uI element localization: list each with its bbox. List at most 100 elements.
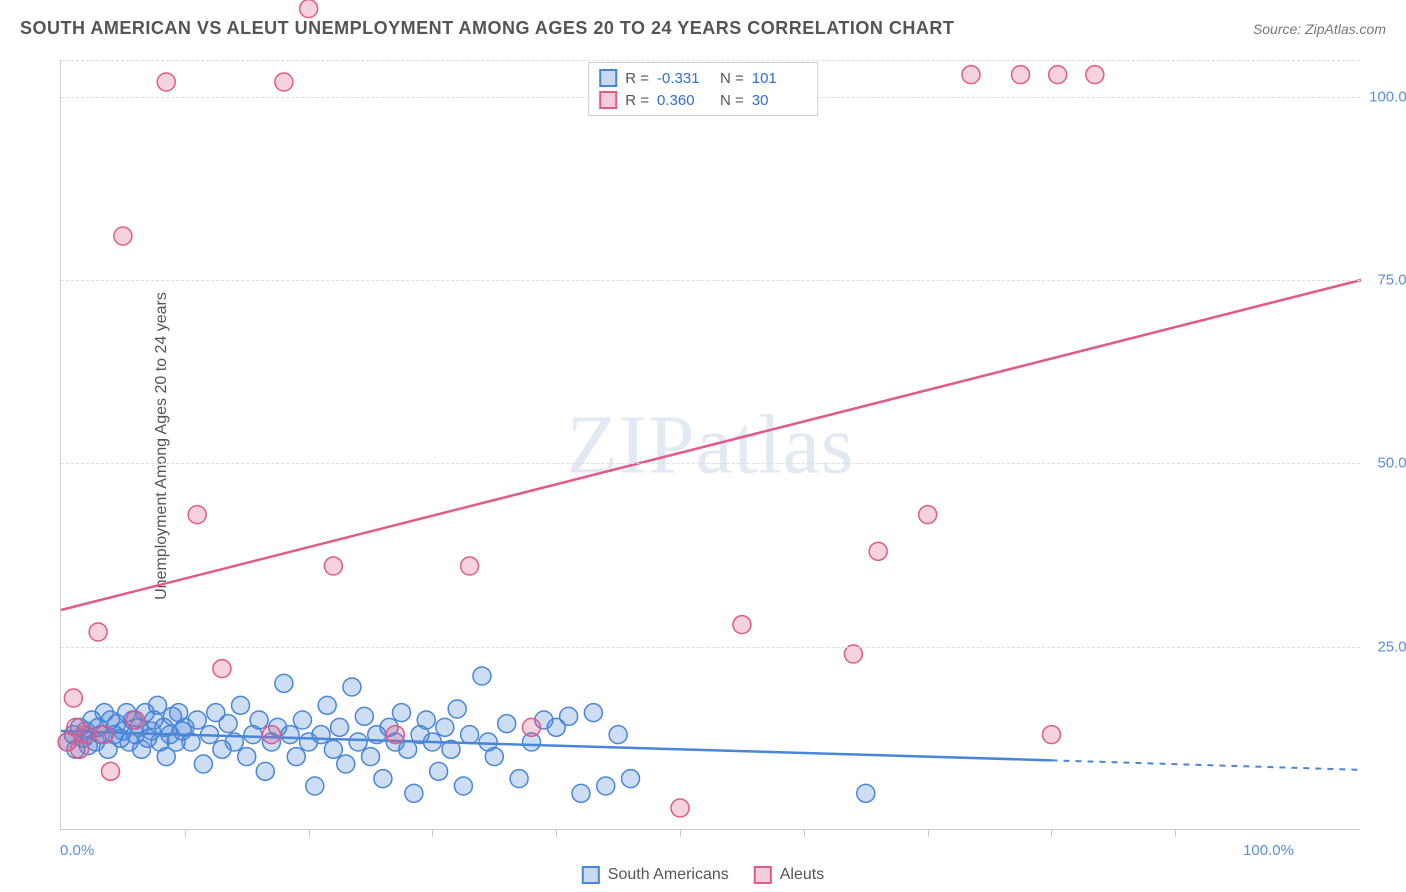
legend-label: South Americans (608, 866, 729, 884)
swatch-icon (599, 69, 617, 87)
data-point (572, 784, 590, 802)
data-point (510, 770, 528, 788)
data-point (498, 715, 516, 733)
data-point (485, 748, 503, 766)
gridline (61, 463, 1360, 464)
data-point (671, 799, 689, 817)
data-point (149, 696, 167, 714)
legend-correlation: R = -0.331 N = 101 R = 0.360 N = 30 (588, 62, 818, 116)
data-point (349, 733, 367, 751)
r-label: R = (625, 92, 649, 109)
data-point (436, 718, 454, 736)
data-point (194, 755, 212, 773)
swatch-icon (754, 866, 772, 884)
data-point (1049, 66, 1067, 84)
data-point (77, 726, 95, 744)
title-bar: SOUTH AMERICAN VS ALEUT UNEMPLOYMENT AMO… (20, 18, 1386, 39)
data-point (461, 557, 479, 575)
data-point (324, 557, 342, 575)
n-label: N = (720, 92, 744, 109)
data-point (306, 777, 324, 795)
n-value: 30 (752, 92, 807, 109)
gridline (61, 280, 1360, 281)
data-point (1042, 726, 1060, 744)
data-point (417, 711, 435, 729)
data-point (362, 748, 380, 766)
data-point (399, 740, 417, 758)
r-value: -0.331 (657, 70, 712, 87)
chart-title: SOUTH AMERICAN VS ALEUT UNEMPLOYMENT AMO… (20, 18, 954, 39)
data-point (331, 718, 349, 736)
data-point (337, 755, 355, 773)
data-point (392, 704, 410, 722)
data-point (560, 707, 578, 725)
data-point (343, 678, 361, 696)
r-label: R = (625, 70, 649, 87)
data-point (157, 73, 175, 91)
legend-row: R =-0.331N =101 (599, 67, 807, 89)
data-point (238, 748, 256, 766)
n-value: 101 (752, 70, 807, 87)
gridline (61, 647, 1360, 648)
data-point (64, 689, 82, 707)
data-point (102, 762, 120, 780)
data-point (919, 506, 937, 524)
data-point (597, 777, 615, 795)
data-point (281, 726, 299, 744)
legend-item: South Americans (582, 866, 729, 884)
x-tick (432, 829, 433, 837)
swatch-icon (599, 91, 617, 109)
data-point (95, 726, 113, 744)
data-point (89, 623, 107, 641)
data-point (250, 711, 268, 729)
data-point (405, 784, 423, 802)
data-point (386, 726, 404, 744)
data-point (256, 762, 274, 780)
x-tick (556, 829, 557, 837)
data-point (126, 711, 144, 729)
data-point (1012, 66, 1030, 84)
data-point (188, 506, 206, 524)
x-tick (185, 829, 186, 837)
data-point (287, 748, 305, 766)
data-point (522, 718, 540, 736)
scatter-chart-svg (61, 60, 1360, 829)
legend-item: Aleuts (754, 866, 824, 884)
trend-line (61, 280, 1361, 610)
legend-series: South Americans Aleuts (582, 866, 824, 884)
data-point (461, 726, 479, 744)
data-point (318, 696, 336, 714)
r-value: 0.360 (657, 92, 712, 109)
data-point (857, 784, 875, 802)
x-tick (1175, 829, 1176, 837)
y-tick-label: 75.0% (1377, 272, 1406, 289)
x-tick-label: 100.0% (1243, 842, 1294, 859)
data-point (1086, 66, 1104, 84)
x-tick (309, 829, 310, 837)
data-point (188, 711, 206, 729)
data-point (962, 66, 980, 84)
data-point (213, 660, 231, 678)
data-point (275, 674, 293, 692)
data-point (609, 726, 627, 744)
source-label: Source: ZipAtlas.com (1253, 21, 1386, 37)
data-point (374, 770, 392, 788)
gridline (61, 60, 1360, 61)
legend-row: R = 0.360 N = 30 (599, 89, 807, 111)
data-point (275, 73, 293, 91)
data-point (293, 711, 311, 729)
data-point (733, 616, 751, 634)
x-tick-label: 0.0% (60, 842, 94, 859)
data-point (324, 740, 342, 758)
data-point (869, 542, 887, 560)
data-point (219, 715, 237, 733)
data-point (312, 726, 330, 744)
x-tick (680, 829, 681, 837)
x-tick (928, 829, 929, 837)
data-point (844, 645, 862, 663)
data-point (448, 700, 466, 718)
data-point (262, 726, 280, 744)
y-tick-label: 25.0% (1377, 638, 1406, 655)
trend-line-extrapolated (1051, 760, 1361, 770)
data-point (114, 227, 132, 245)
